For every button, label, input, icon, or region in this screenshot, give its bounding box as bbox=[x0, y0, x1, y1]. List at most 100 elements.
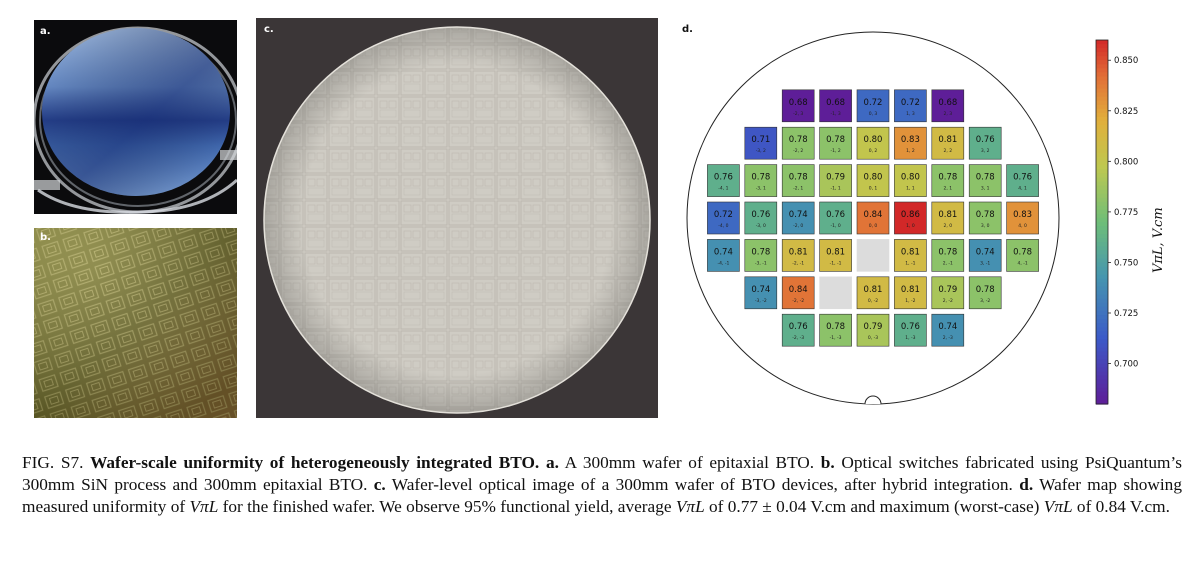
die-cell bbox=[744, 126, 778, 160]
caption-d-label: d. bbox=[1019, 475, 1034, 494]
colorbar-segment bbox=[1096, 96, 1108, 102]
die-cell bbox=[819, 276, 852, 310]
caption-c-text: Wafer-level optical image of a 300mm waf… bbox=[391, 475, 1013, 494]
colorbar-segment bbox=[1096, 391, 1108, 397]
colorbar-segment bbox=[1096, 193, 1108, 199]
die-coord-label: -1, -1 bbox=[830, 260, 842, 266]
die-cell bbox=[856, 276, 890, 310]
die-cell bbox=[856, 126, 890, 160]
die-coord-label: 4, -1 bbox=[1017, 260, 1027, 266]
die-cell bbox=[856, 313, 890, 347]
die-value-label: 0.81 bbox=[789, 247, 808, 257]
die-cell bbox=[856, 239, 890, 272]
colorbar-segment bbox=[1096, 72, 1108, 77]
colorbar-segment bbox=[1096, 335, 1108, 340]
die-cell bbox=[894, 164, 927, 197]
colorbar-segment bbox=[1096, 306, 1108, 312]
die-value-label: 0.79 bbox=[864, 322, 883, 332]
caption-a-label: a. bbox=[545, 453, 559, 472]
die-coord-label: -3, -2 bbox=[755, 298, 767, 304]
switches-micrograph-image bbox=[34, 228, 237, 418]
colorbar-segment bbox=[1096, 270, 1108, 276]
colorbar-segment bbox=[1096, 104, 1108, 110]
colorbar-segment bbox=[1096, 294, 1108, 300]
colorbar-segment bbox=[1096, 68, 1108, 73]
die-coord-label: 4, 1 bbox=[1018, 186, 1027, 192]
die-coord-label: -1, 1 bbox=[830, 186, 840, 192]
die-cell bbox=[744, 239, 778, 272]
colorbar-tick-label: 0.800 bbox=[1114, 157, 1138, 167]
colorbar-segment bbox=[1096, 145, 1108, 150]
die-cell bbox=[819, 239, 852, 272]
colorbar-segment bbox=[1096, 185, 1108, 191]
colorbar-segment bbox=[1096, 359, 1108, 365]
die-value-label: 0.76 bbox=[826, 210, 845, 220]
panel-d-label: d. bbox=[682, 24, 693, 35]
colorbar-segment bbox=[1096, 375, 1108, 381]
die-value-label: 0.76 bbox=[751, 210, 770, 220]
die-cell bbox=[968, 126, 1002, 160]
die-coord-label: 2, -3 bbox=[943, 335, 953, 341]
die-value-label: 0.72 bbox=[901, 98, 920, 108]
die-cell bbox=[744, 164, 778, 197]
colorbar-segment bbox=[1096, 282, 1108, 288]
die-value-label: 0.81 bbox=[938, 210, 957, 220]
colorbar-segment bbox=[1096, 88, 1108, 94]
colorbar-segment bbox=[1096, 153, 1108, 158]
die-value-label: 0.78 bbox=[976, 210, 995, 220]
die-value-label: 0.76 bbox=[976, 135, 995, 145]
colorbar-segment bbox=[1096, 367, 1108, 373]
wafer-map-chart: 0.68 -2, 3 0.68 -1, 3 0.72 0, 3 0.72 1, 3 0.68 2,… bbox=[686, 31, 1166, 405]
die-cell bbox=[894, 276, 927, 310]
colorbar-segment bbox=[1096, 128, 1108, 134]
colorbar-segment bbox=[1096, 76, 1108, 82]
die-cell bbox=[931, 126, 965, 160]
die-coord-label: -4, 1 bbox=[718, 186, 728, 192]
die-coord-label: -2, 0 bbox=[793, 223, 803, 229]
colorbar-segment bbox=[1096, 371, 1108, 377]
die-value-label: 0.78 bbox=[789, 135, 808, 145]
die-cell bbox=[931, 276, 965, 310]
caption-a-text: A 300mm wafer of epitaxial BTO. bbox=[564, 453, 815, 472]
die-value-label: 0.83 bbox=[901, 135, 920, 145]
colorbar-segment bbox=[1096, 310, 1108, 316]
die-cell bbox=[819, 313, 852, 347]
colorbar-segment bbox=[1096, 258, 1108, 264]
colorbar-segment bbox=[1096, 363, 1108, 369]
die-coord-label: -3, 0 bbox=[756, 223, 766, 229]
colorbar-tick-label: 0.750 bbox=[1114, 258, 1138, 268]
die-cell bbox=[707, 164, 740, 197]
colorbar-segment bbox=[1096, 331, 1108, 336]
die-coord-label: 2, 2 bbox=[944, 148, 953, 154]
panel-b-switches-micrograph: b. bbox=[34, 228, 237, 418]
die-value-label: 0.78 bbox=[826, 135, 845, 145]
colorbar-segment bbox=[1096, 137, 1108, 142]
die-value-label: 0.78 bbox=[751, 173, 770, 183]
die-cell bbox=[968, 164, 1002, 197]
die-value-label: 0.68 bbox=[789, 98, 808, 108]
colorbar-segment bbox=[1096, 254, 1108, 259]
colorbar-segment bbox=[1096, 315, 1108, 320]
die-cell bbox=[894, 313, 927, 347]
die-cell bbox=[781, 126, 815, 160]
die-value-label: 0.76 bbox=[789, 322, 808, 332]
colorbar-segment bbox=[1096, 339, 1108, 344]
colorbar-segment bbox=[1096, 238, 1108, 243]
die-cell bbox=[968, 276, 1002, 310]
colorbar-segment bbox=[1096, 173, 1108, 179]
die-cell bbox=[894, 126, 927, 160]
panel-a-label: a. bbox=[40, 26, 51, 37]
colorbar-segment bbox=[1096, 108, 1108, 114]
colorbar-segment bbox=[1096, 226, 1108, 231]
colorbar-segment bbox=[1096, 169, 1108, 175]
die-cell bbox=[781, 276, 815, 310]
colorbar-segment bbox=[1096, 387, 1108, 393]
colorbar-segment bbox=[1096, 205, 1108, 211]
die-coord-label: 0, 2 bbox=[869, 148, 878, 154]
colorbar-segment bbox=[1096, 52, 1108, 57]
caption-d-text-3: of 0.77 ± 0.04 V.cm and maximum (worst-c… bbox=[709, 497, 1040, 516]
die-coord-label: 1, 3 bbox=[906, 111, 915, 117]
die-coord-label: -1, 2 bbox=[830, 148, 840, 154]
colorbar-segment bbox=[1096, 274, 1108, 280]
die-cell bbox=[894, 89, 927, 123]
